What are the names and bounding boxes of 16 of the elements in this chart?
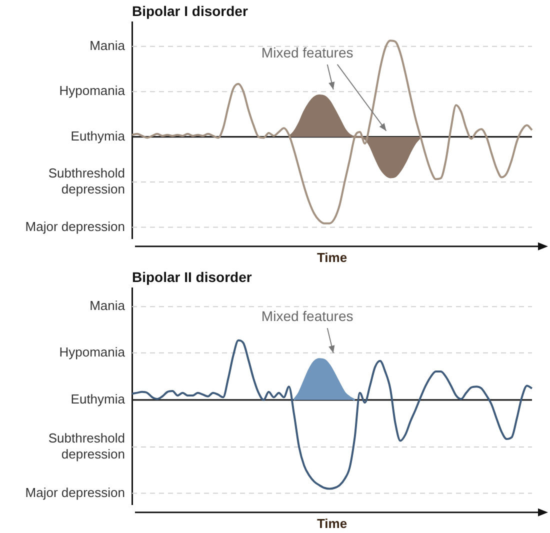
ref-line-label: Euthymia xyxy=(70,392,126,407)
ref-line-label: Euthymia xyxy=(70,128,126,144)
text: Mixed features xyxy=(261,308,354,324)
ref-line-label: Major depression xyxy=(25,484,125,500)
ref-line-label: Major depression xyxy=(25,218,125,234)
ref-line-label: Hypomania xyxy=(59,83,126,98)
ref-line-label: Mania xyxy=(90,298,126,314)
ref-line-label: Subthreshold depression xyxy=(48,166,125,197)
ref-line-label: Mania xyxy=(90,38,126,54)
ref-line-label: Hypomania xyxy=(59,344,126,360)
x-axis-title: Time xyxy=(316,250,348,265)
chart-title: Bipolar II disorder xyxy=(132,269,252,285)
annotation: Mixed features xyxy=(261,44,354,60)
chart-title: Bipolar I disorder xyxy=(132,3,248,19)
x-axis-title: Time xyxy=(316,516,348,531)
ref-line-label: Subthreshold depression xyxy=(48,430,125,462)
